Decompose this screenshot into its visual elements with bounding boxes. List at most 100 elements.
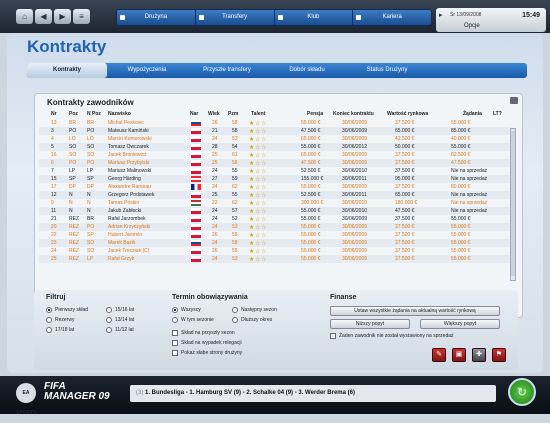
higher-demand-button[interactable]: Większy popyt <box>420 319 500 329</box>
news-ticker[interactable]: (3) 1. Bundesliga - 1. Hamburg SV (9) - … <box>130 385 496 402</box>
release-player-icon[interactable]: ✎ <box>432 348 446 362</box>
tab-dobor-skladu[interactable]: Dobór składu <box>289 67 325 73</box>
term-all[interactable]: Wszyscy <box>172 307 201 313</box>
table-row[interactable]: 9 N N Tamas Priskin 22 62 300.000 € 30/06/2010 1… <box>39 199 511 207</box>
col-pzm[interactable]: Pzm <box>228 111 239 117</box>
col-demand[interactable]: Żądania <box>463 111 482 117</box>
term-next-season[interactable]: Następny sezon <box>232 307 277 313</box>
lower-demand-button[interactable]: Niższy popyt <box>330 319 410 329</box>
check-next-season-squad[interactable]: Skład na przyszły sezon <box>172 330 235 336</box>
check-weak-points[interactable]: Pokaż słabe strony drużyny <box>172 350 242 356</box>
cell-age: 22 <box>212 200 218 206</box>
col-talent[interactable]: Talent <box>251 111 266 117</box>
star-icon: ☆ <box>261 185 267 191</box>
table-row[interactable]: 22 REZ SP Hubert Jaromin 26 55 55.000 € 30/06/2… <box>39 231 511 239</box>
options-link[interactable]: Opcje <box>464 23 480 29</box>
flag-icon <box>191 216 201 222</box>
col-lt[interactable]: LT? <box>493 111 502 117</box>
transfer-list-icon[interactable]: ⚑ <box>492 348 506 362</box>
set-demands-button[interactable]: Ustaw wszystkie żądania na aktualną wart… <box>330 306 500 316</box>
cell-demand: 55.000 € <box>451 120 471 126</box>
back-icon[interactable]: ◀ <box>35 9 52 24</box>
star-icon: ★ <box>249 161 255 167</box>
contracts-panel: Kontrakty zawodników Nr Poz N Poz Nazwis… <box>34 93 523 318</box>
tab-kontrakty[interactable]: Kontrakty <box>27 63 107 78</box>
contract-offer-icon[interactable]: ▣ <box>452 348 466 362</box>
table-row[interactable]: 25 REZ LP Rafał Grzyb 24 53 55.000 € 30/06/2009… <box>39 255 511 263</box>
nav-item-druzyna[interactable]: Drużyna <box>117 10 196 25</box>
term-longer[interactable]: Dłuższy okres <box>232 317 272 323</box>
col-value[interactable]: Wartość rynkowa <box>387 111 429 117</box>
cell-age: 26 <box>212 232 218 238</box>
table-row[interactable]: 3 PO PO Mateusz Kamiński 21 58 47.500 € 30/06/2… <box>39 127 511 135</box>
scrollbar-thumb[interactable] <box>511 131 515 276</box>
cell-nr: 22 <box>51 232 57 238</box>
filter-13-14[interactable]: 13/14 lat <box>106 317 134 323</box>
filter-reserves[interactable]: Rezerwy <box>46 317 74 323</box>
menu-icon[interactable]: ≡ <box>73 9 90 24</box>
col-nat[interactable]: Nar <box>190 111 199 117</box>
cell-nr: 21 <box>51 216 57 222</box>
term-this-season[interactable]: W tym sezonie <box>172 317 214 323</box>
col-age[interactable]: Wiek <box>208 111 220 117</box>
table-row[interactable]: 13 BR BR Michal Peskovic 26 58 55.000 € 30/06/2… <box>39 119 511 127</box>
col-end[interactable]: Koniec kontraktu <box>333 111 374 117</box>
table-row[interactable]: 20 REZ PO Adrian Krzyczyński 24 53 55.000 € 30/… <box>39 223 511 231</box>
home-icon[interactable]: ⌂ <box>16 9 33 24</box>
star-icon: ☆ <box>261 241 267 247</box>
table-row[interactable]: 24 REZ SO Jacek Trecziak (C) 26 55 55.000 € 30/… <box>39 247 511 255</box>
table-row[interactable]: 4 LO LO Marcin Komorowski 24 53 65.000 € 30/06/… <box>39 135 511 143</box>
table-row[interactable]: 6 PO PO Mariusz Przybylski 25 56 47.500 € 30/06… <box>39 159 511 167</box>
check-none-for-sale[interactable]: Żaden zawodnik nie został wystawiony na … <box>330 333 454 339</box>
table-scrollbar[interactable] <box>510 128 516 281</box>
nav-item-transfery[interactable]: Transfery <box>196 10 275 25</box>
table-row[interactable]: 21 REZ BR Rafał Jarzombek 24 52 55.000 € 30/06/… <box>39 215 511 223</box>
option-label: Następny sezon <box>241 307 277 313</box>
filter-first-squad[interactable]: Pierwszy skład <box>46 307 88 313</box>
col-name[interactable]: Nazwisko <box>108 111 131 117</box>
cell-salary: 55.000 € <box>301 248 321 254</box>
check-relegation-squad[interactable]: Skład na wypadek relegacji <box>172 340 242 346</box>
cell-value: 95.000 € <box>395 176 415 182</box>
print-icon[interactable] <box>510 97 518 104</box>
cell-npoz: SP <box>87 232 94 238</box>
filter-15-16[interactable]: 15/16 lat <box>106 307 134 313</box>
continue-button[interactable]: ↻ <box>508 378 536 406</box>
edit-icon[interactable]: ✚ <box>472 348 486 362</box>
table-row[interactable]: 15 SP SP Georg Härding 27 59 155.000 € 30/06/20… <box>39 175 511 183</box>
cell-age: 24 <box>212 184 218 190</box>
cell-end: 30/06/2010 <box>342 168 368 174</box>
date-box[interactable]: ▸ Śr 13/09/2008 15:49 Opcje <box>436 8 546 32</box>
col-npoz[interactable]: N Poz <box>87 111 101 117</box>
table-row[interactable]: 5 SO SO Tomasz Owczarek 28 54 55.000 € 30/06/20… <box>39 143 511 151</box>
cell-demand: 55.000 € <box>451 240 471 246</box>
filter-17-18[interactable]: 17/18 lat <box>46 327 74 333</box>
col-poz[interactable]: Poz <box>69 111 78 117</box>
star-icon: ☆ <box>255 217 261 223</box>
col-salary[interactable]: Pensja <box>307 111 324 117</box>
option-label: Pokaż słabe strony drużyny <box>181 350 243 356</box>
nav-item-kariera[interactable]: Kariera <box>353 10 431 25</box>
table-row[interactable]: 16 SO SO Jacek Broniewicz 25 61 65.000 € 30/06/… <box>39 151 511 159</box>
cell-age: 26 <box>212 248 218 254</box>
table-row[interactable]: 11 N N Jakub Zabłocki 24 57 55.000 € 30/06/2010… <box>39 207 511 215</box>
cell-salary: 55.000 € <box>301 216 321 222</box>
cell-end: 30/06/2009 <box>342 232 368 238</box>
filter-11-12[interactable]: 11/12 lat <box>106 327 134 333</box>
col-nr[interactable]: Nr <box>51 111 57 117</box>
cell-npoz: LO <box>87 136 94 142</box>
tab-przyszle-transfery[interactable]: Przyszłe transfery <box>203 67 251 73</box>
cell-value: 180.000 € <box>395 200 418 206</box>
nav-item-klub[interactable]: Klub <box>275 10 354 25</box>
tab-wypozyczenia[interactable]: Wypożyczenia <box>127 67 167 73</box>
table-row[interactable]: 17 DP DP Alexandre Rameau 24 62 55.000 € 30/06/… <box>39 183 511 191</box>
cell-end: 30/06/2009 <box>342 184 368 190</box>
radio-icon <box>106 327 112 333</box>
table-row[interactable]: 23 REZ SO Marek Bazik 24 58 55.000 € 30/06/2009… <box>39 239 511 247</box>
table-row[interactable]: 12 N N Grzegorz Podstawek 25 55 52.500 € 30/06/… <box>39 191 511 199</box>
table-row[interactable]: 7 LP LP Mariusz Malinowski 24 55 52.500 € 30/06… <box>39 167 511 175</box>
cell-npoz: PO <box>87 160 95 166</box>
checkbox-icon <box>172 350 178 356</box>
forward-icon[interactable]: ▶ <box>54 9 71 24</box>
tab-status-druzyny[interactable]: Status Drużyny <box>366 67 408 73</box>
